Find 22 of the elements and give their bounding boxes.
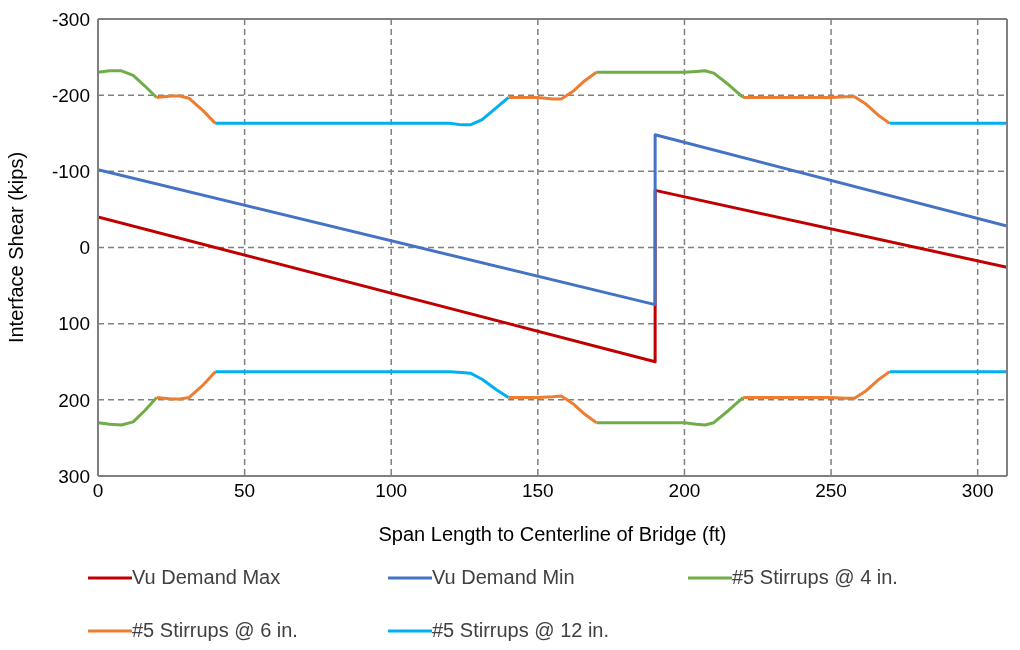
y-tick-label: 0 [79,237,90,259]
line-series [98,133,1007,307]
y-axis-title: Interface Shear (kips) [5,151,28,344]
x-tick-label: 250 [815,480,847,502]
y-tick-label: -100 [51,161,90,183]
x-tick-label: 300 [961,480,994,502]
legend-label: Vu Demand Max [132,566,281,589]
y-tick-label: -300 [51,8,90,30]
y-tick-label: 300 [58,465,90,487]
x-axis-title: Span Length to Centerline of Bridge (ft) [378,523,727,545]
y-tick-label: 100 [58,313,90,335]
x-tick-label: 50 [234,480,256,502]
y-tick-label: 200 [58,389,90,411]
legend-label: #5 Stirrups @ 6 in. [132,619,298,642]
x-tick-label: 200 [668,480,701,502]
legend-label: #5 Stirrups @ 12 in. [432,619,610,642]
legend-label: Vu Demand Min [432,566,575,589]
legend-label: #5 Stirrups @ 4 in. [732,566,898,589]
x-tick-label: 0 [92,480,104,502]
x-tick-label: 150 [521,480,554,502]
x-tick-label: 100 [375,480,408,502]
y-tick-label: -200 [51,84,90,106]
